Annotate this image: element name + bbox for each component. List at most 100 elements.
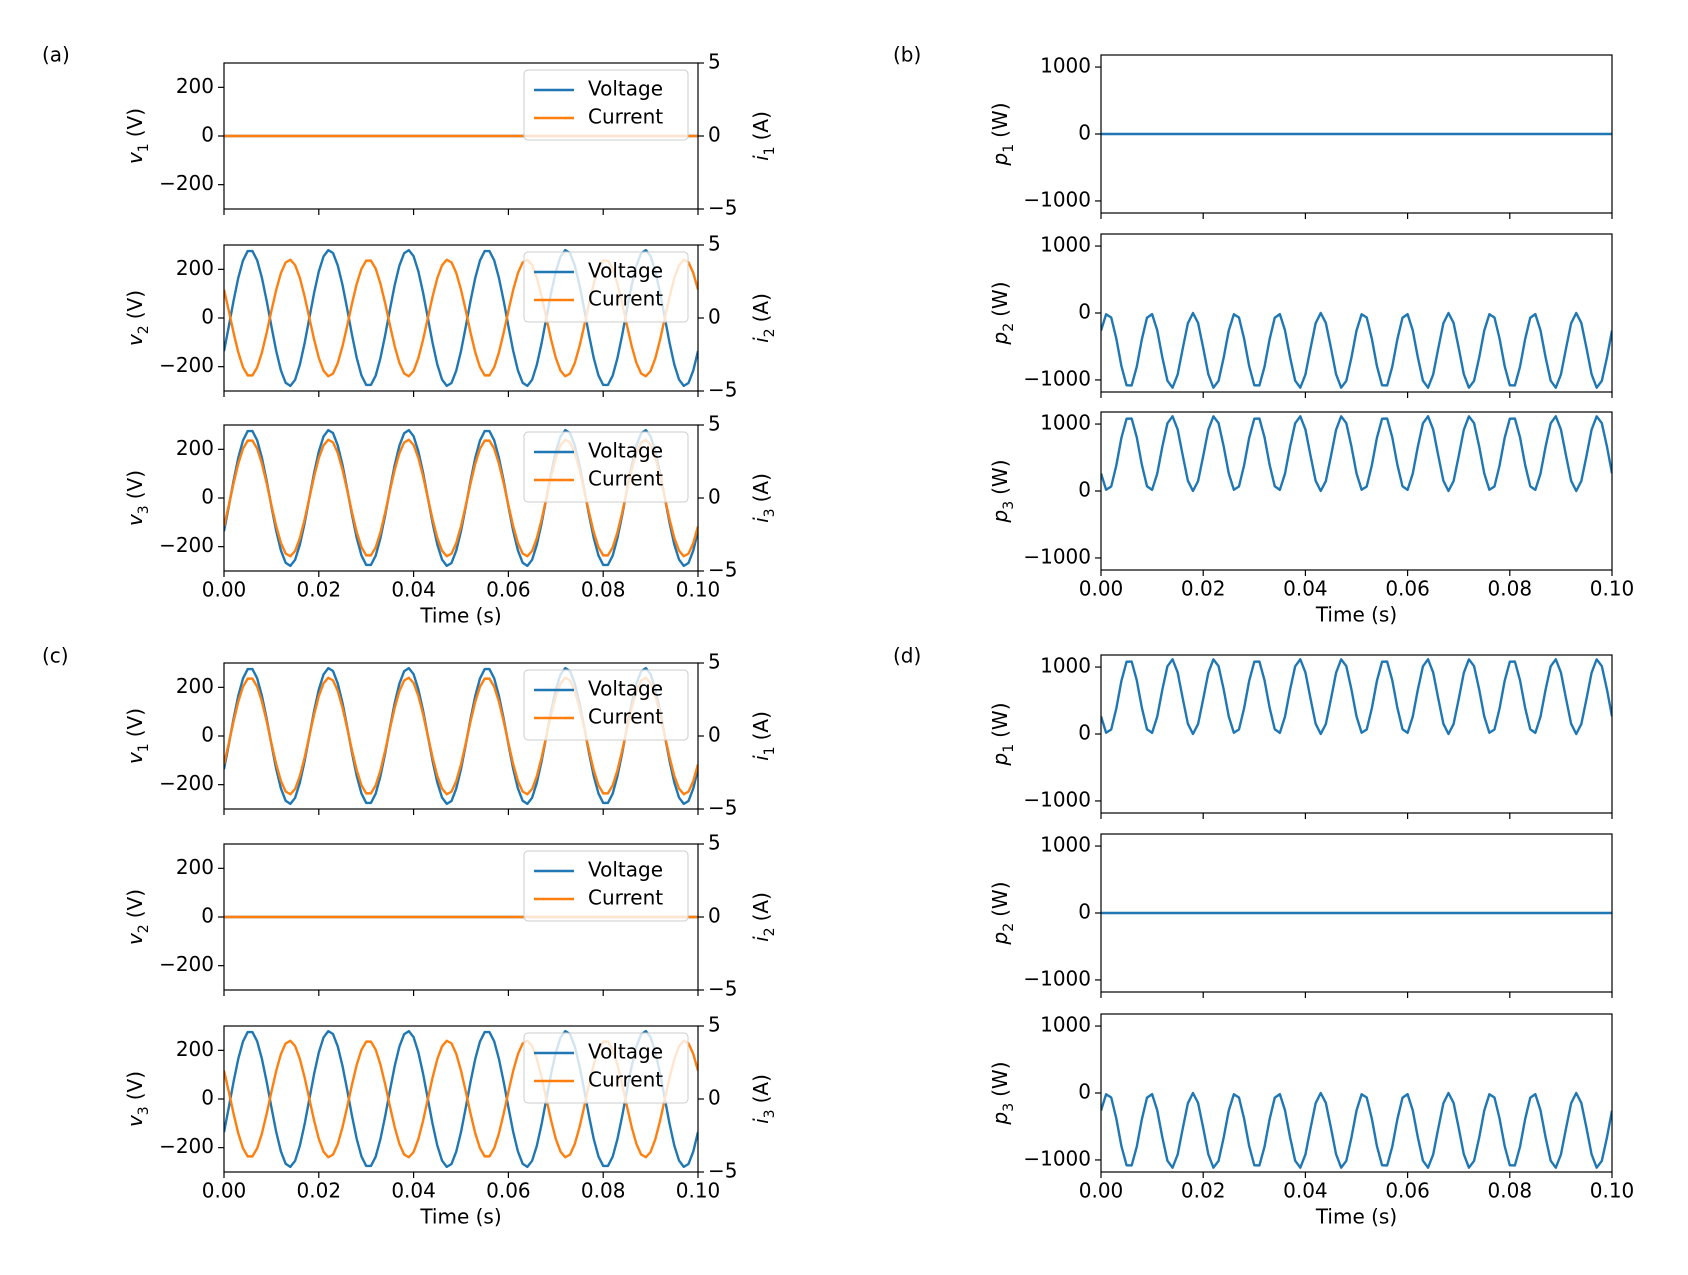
y2-tick-label: 5 (708, 412, 721, 436)
panel-label: (c) (42, 644, 69, 668)
y-tick-label: 0 (1078, 300, 1091, 324)
y-tick-label: 0 (1078, 1080, 1091, 1104)
label-subscript: 2 (136, 924, 152, 933)
label-subscript: 1 (762, 146, 778, 155)
legend-label: Current (588, 467, 663, 491)
label-subscript: 1 (1001, 744, 1017, 753)
label-subscript: 1 (1001, 144, 1017, 153)
y-tick-label: 200 (176, 1037, 214, 1061)
y-tick-label: 0 (201, 1086, 214, 1110)
y2-tick-label: 0 (708, 305, 721, 329)
y-tick-label: 1000 (1040, 654, 1091, 678)
y-tick-label: 0 (1078, 478, 1091, 502)
label-symbol: v (123, 151, 147, 164)
y-tick-label: 200 (176, 855, 214, 879)
y-tick-label: 0 (1078, 721, 1091, 745)
x-axis-label: Time (s) (1315, 603, 1397, 627)
y-axis-label: v3 (V) (123, 470, 153, 526)
legend-label: Current (588, 1068, 663, 1092)
panel-label: (b) (893, 43, 921, 67)
legend-label: Voltage (588, 858, 663, 882)
y-tick-label: 200 (176, 436, 214, 460)
y-tick-label: 0 (1078, 121, 1091, 145)
x-tick-label: 0.06 (1385, 577, 1430, 601)
label-subscript: 1 (136, 743, 152, 752)
series-line (224, 438, 698, 558)
y2-tick-label: 5 (708, 50, 721, 74)
label-unit: (V) (123, 470, 147, 499)
y-tick-label: 0 (201, 485, 214, 509)
y2-tick-label: 5 (708, 1013, 721, 1037)
x-tick-label: 0.10 (676, 1179, 721, 1203)
label-subscript: 3 (136, 1106, 152, 1115)
legend-label: Current (588, 105, 663, 129)
legend-box (523, 251, 689, 323)
y-tick-label: 1000 (1040, 233, 1091, 257)
legend-label: Current (588, 705, 663, 729)
label-subscript: 2 (762, 927, 778, 936)
y2-tick-label: −5 (708, 378, 737, 402)
x-tick-label: 0.02 (1181, 577, 1226, 601)
y-tick-label: −1000 (1023, 1146, 1091, 1170)
label-symbol: i (749, 155, 773, 161)
y-tick-label: 0 (201, 904, 214, 928)
legend-label: Current (588, 886, 663, 910)
label-subscript: 3 (1001, 501, 1017, 510)
label-subscript: 3 (1001, 1103, 1017, 1112)
series-line (1101, 415, 1612, 493)
label-subscript: 3 (762, 508, 778, 517)
label-unit: (W) (988, 102, 1012, 137)
x-tick-label: 0.02 (1181, 1179, 1226, 1203)
x-axis-label: Time (s) (419, 1205, 501, 1229)
label-subscript: 2 (1001, 323, 1017, 332)
label-unit: (A) (749, 293, 773, 322)
label-symbol: i (749, 337, 773, 343)
y-tick-label: −200 (159, 171, 214, 195)
y-tick-label: −1000 (1023, 966, 1091, 990)
label-unit: (A) (749, 111, 773, 140)
x-tick-label: 0.00 (1079, 577, 1124, 601)
legend-label: Voltage (588, 77, 663, 101)
y-axis-label: p2 (W) (988, 281, 1018, 345)
x-tick-label: 0.00 (1079, 1179, 1124, 1203)
y2-tick-label: −5 (708, 1159, 737, 1183)
y-axis-label: p3 (W) (988, 1061, 1018, 1125)
y-axis-label: v1 (V) (123, 708, 153, 764)
label-symbol: i (749, 936, 773, 942)
label-subscript: 2 (136, 325, 152, 334)
x-axis-label: Time (s) (1315, 1205, 1397, 1229)
y-tick-label: −1000 (1023, 787, 1091, 811)
y2-axis-label: i1 (A) (749, 711, 779, 761)
panel-label: (a) (42, 43, 70, 67)
y-tick-label: −1000 (1023, 366, 1091, 390)
y2-tick-label: 5 (708, 650, 721, 674)
series-line (1101, 311, 1612, 389)
y-tick-label: 0 (201, 123, 214, 147)
y-axis-label: v1 (V) (123, 108, 153, 164)
legend-box (523, 69, 689, 141)
legend-box (523, 1032, 689, 1104)
y-tick-label: −200 (159, 533, 214, 557)
y-tick-label: −200 (159, 1134, 214, 1158)
legend-label: Voltage (588, 677, 663, 701)
x-tick-label: 0.10 (1590, 577, 1635, 601)
label-subscript: 1 (136, 143, 152, 152)
y2-tick-label: −5 (708, 977, 737, 1001)
y2-axis-label: i3 (A) (749, 1074, 779, 1124)
label-symbol: v (123, 513, 147, 526)
y2-tick-label: 5 (708, 831, 721, 855)
y-tick-label: −1000 (1023, 544, 1091, 568)
x-tick-label: 0.10 (1590, 1179, 1635, 1203)
y-tick-label: 0 (1078, 900, 1091, 924)
legend-label: Voltage (588, 259, 663, 283)
y-tick-label: 1000 (1040, 411, 1091, 435)
y2-tick-label: 0 (708, 123, 721, 147)
y2-axis-label: i1 (A) (749, 111, 779, 161)
y2-tick-label: −5 (708, 796, 737, 820)
series-line (1101, 658, 1612, 736)
y2-tick-label: −5 (708, 196, 737, 220)
series-line (224, 248, 698, 388)
series-line (224, 676, 698, 796)
label-unit: (A) (749, 473, 773, 502)
legend-label: Voltage (588, 439, 663, 463)
